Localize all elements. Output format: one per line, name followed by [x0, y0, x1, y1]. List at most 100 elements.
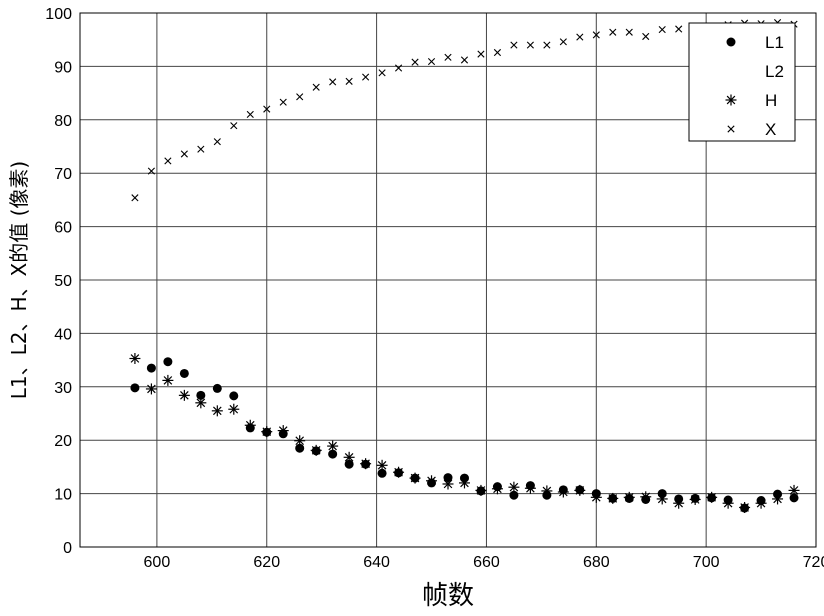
x-point: [198, 146, 204, 152]
legend: L1 L2 HX: [689, 23, 795, 141]
h-point: [739, 502, 750, 513]
x-tick-label: 700: [693, 554, 720, 571]
x-point: [247, 111, 253, 117]
h-point: [360, 458, 371, 469]
h-point: [657, 493, 668, 504]
y-tick-label: 20: [54, 433, 72, 450]
y-tick-label: 0: [63, 540, 72, 557]
h-point: [541, 485, 552, 496]
h-point: [673, 498, 684, 509]
h-point: [311, 445, 322, 456]
y-tick-label: 80: [54, 113, 72, 130]
legend-marker-l1: [727, 38, 736, 47]
l1-point: [163, 357, 172, 366]
x-axis-label: 帧数: [422, 581, 474, 611]
series-h: [129, 353, 799, 513]
h-point: [624, 492, 635, 503]
y-tick-label: 100: [45, 6, 72, 23]
legend-label: H: [765, 91, 777, 110]
h-point: [492, 483, 503, 494]
h-point: [294, 435, 305, 446]
x-point: [297, 94, 303, 100]
h-point: [344, 452, 355, 463]
x-point: [527, 42, 533, 48]
legend-label: X: [765, 120, 776, 139]
x-point: [346, 78, 352, 84]
l1-point: [130, 383, 139, 392]
h-point: [574, 485, 585, 496]
x-tick-label: 660: [473, 554, 500, 571]
x-point: [428, 58, 434, 64]
h-point: [706, 492, 717, 503]
h-point: [443, 478, 454, 489]
h-point: [475, 485, 486, 496]
h-point: [228, 404, 239, 415]
h-point: [772, 493, 783, 504]
l1-point: [180, 369, 189, 378]
h-point: [327, 441, 338, 452]
h-point: [261, 426, 272, 437]
h-point: [426, 475, 437, 486]
x-tick-label: 620: [253, 554, 280, 571]
h-point: [146, 383, 157, 394]
x-point: [643, 33, 649, 39]
x-point: [181, 151, 187, 157]
x-point: [280, 99, 286, 105]
x-point: [395, 65, 401, 71]
series-l1: [130, 357, 798, 512]
x-point: [544, 42, 550, 48]
x-point: [362, 74, 368, 80]
x-point: [445, 54, 451, 60]
h-point: [640, 491, 651, 502]
h-point: [377, 460, 388, 471]
x-point: [231, 122, 237, 128]
h-point: [245, 420, 256, 431]
h-point: [278, 425, 289, 436]
h-point: [195, 397, 206, 408]
x-point: [313, 84, 319, 90]
h-point: [723, 498, 734, 509]
y-tick-label: 50: [54, 273, 72, 290]
x-point: [494, 49, 500, 55]
h-point: [525, 483, 536, 494]
legend-marker-h: [726, 95, 737, 106]
y-tick-label: 90: [54, 59, 72, 76]
x-point: [659, 26, 665, 32]
x-point: [412, 59, 418, 65]
h-point: [690, 494, 701, 505]
h-point: [410, 473, 421, 484]
x-point: [379, 70, 385, 76]
x-tick-label: 680: [583, 554, 610, 571]
h-point: [393, 467, 404, 478]
x-tick-label: 640: [363, 554, 390, 571]
h-point: [756, 498, 767, 509]
y-tick-label: 70: [54, 166, 72, 183]
h-point: [789, 485, 800, 496]
x-point: [165, 158, 171, 164]
x-point: [610, 29, 616, 35]
x-axis-ticks: 600 620 640 660 680 700 720: [144, 554, 824, 571]
x-tick-label: 600: [144, 554, 171, 571]
l1-point: [229, 391, 238, 400]
h-point: [212, 405, 223, 416]
h-point: [459, 477, 470, 488]
x-point: [560, 39, 566, 45]
h-point: [162, 375, 173, 386]
x-point: [214, 138, 220, 144]
x-tick-label: 720: [803, 554, 824, 571]
l1-point: [213, 384, 222, 393]
y-axis-ticks: 0102030405060708090100: [45, 6, 72, 557]
h-point: [508, 482, 519, 493]
x-point: [675, 26, 681, 32]
x-point: [461, 57, 467, 63]
x-point: [329, 79, 335, 85]
x-point: [626, 29, 632, 35]
x-point: [511, 42, 517, 48]
legend-label: L1: [765, 33, 784, 52]
legend-label: L2: [765, 62, 784, 81]
h-point: [558, 486, 569, 497]
y-tick-label: 30: [54, 380, 72, 397]
h-point: [179, 390, 190, 401]
h-point: [607, 493, 618, 504]
